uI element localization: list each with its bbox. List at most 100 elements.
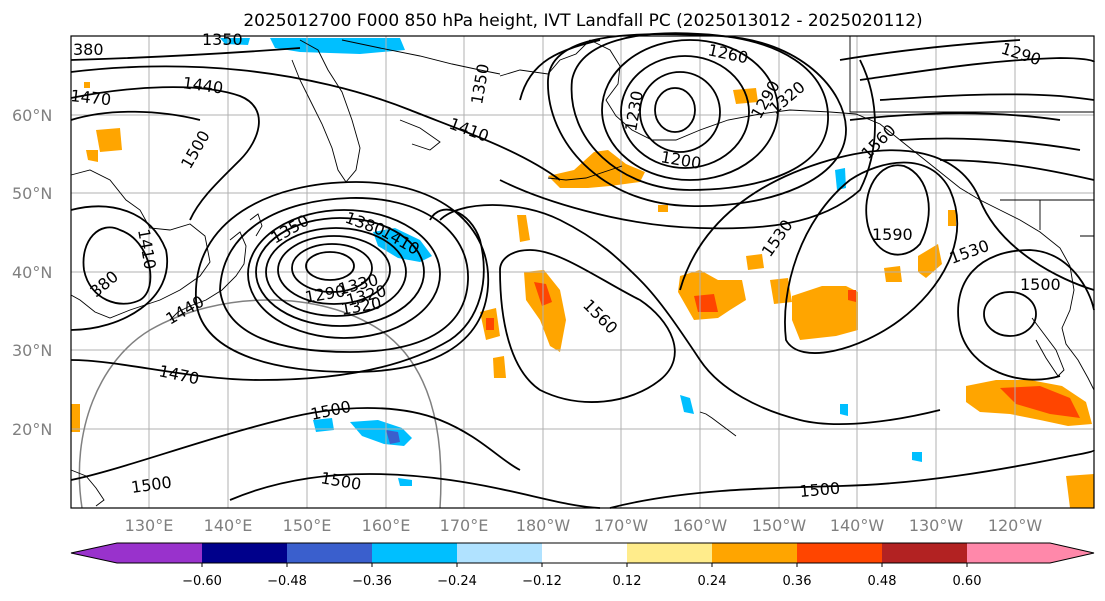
lat-label: 30°N: [12, 341, 52, 360]
lon-label: 140°W: [830, 516, 885, 535]
lon-label: 140°E: [204, 516, 253, 535]
coastline-baja: [1031, 317, 1065, 377]
contour-line: [219, 197, 469, 353]
contour-line: [70, 47, 301, 61]
contour-line: [679, 149, 1095, 291]
coastline-siberia: [341, 39, 501, 151]
contour-line: [70, 208, 485, 381]
colorbar-tick-label: 0.36: [783, 574, 812, 589]
colorbar-tick-label: 0.60: [953, 574, 982, 589]
colorbar-segment: [202, 543, 287, 563]
contour-line: [70, 65, 561, 181]
ivt-positive-region: [1066, 474, 1094, 508]
contour-line: [70, 86, 260, 221]
contour-label: 1470: [70, 86, 112, 109]
ivt-positive-strong: [848, 290, 856, 302]
lon-label: 180°W: [516, 516, 571, 535]
contour-line: [499, 39, 876, 230]
contour-line: [601, 39, 779, 181]
lon-label: 170°E: [440, 516, 489, 535]
lat-label: 20°N: [12, 420, 52, 439]
ivt-positive-region: [71, 404, 80, 432]
ivt-positive-region: [948, 210, 956, 226]
contour-line: [784, 161, 959, 354]
ivt-positive-strong: [694, 294, 718, 312]
contour-label: 1350: [202, 30, 243, 49]
colorbar-tick-label: −0.48: [267, 574, 307, 589]
contour-line: [70, 110, 201, 121]
contour-line: [70, 407, 521, 481]
coastline-north-america: [999, 209, 1095, 391]
coastline-alaska: [499, 39, 1001, 211]
ivt-negative-strong: [386, 430, 400, 444]
colorbar-segment: [627, 543, 712, 563]
colorbar-segment: [287, 543, 372, 563]
ivt-positive-region: [517, 215, 530, 242]
colorbar-tick-label: 0.12: [613, 574, 642, 589]
contour-line: [265, 227, 407, 317]
ivt-positive-region: [792, 286, 858, 340]
contour-line: [305, 251, 355, 281]
ivt-negative-region: [840, 404, 848, 416]
contour-line: [195, 181, 489, 373]
border-us-canada: [849, 36, 1094, 237]
colorbar-segment: [882, 543, 967, 563]
colorbar-segment: [457, 543, 542, 563]
contour-label: 380: [73, 40, 104, 59]
lon-label: 160°E: [362, 516, 411, 535]
contour-line: [277, 235, 391, 305]
contour-line: [70, 205, 169, 331]
ivt-positive-region: [733, 88, 758, 104]
colorbar-segment: [797, 543, 882, 563]
height-contours: [70, 32, 1095, 509]
map-frame: [70, 35, 1095, 509]
ivt-negative-region: [912, 452, 922, 462]
contour-line: [229, 473, 601, 509]
contour-line: [547, 33, 847, 207]
contour-label: 1500: [799, 479, 841, 501]
contour-line: [439, 204, 941, 425]
lon-label: 170°W: [594, 516, 649, 535]
map-title: 2025012700 F000 850 hPa height, IVT Land…: [243, 11, 922, 31]
ivt-negative-region: [398, 478, 412, 486]
colorbar: −0.60 −0.48 −0.36 −0.24 −0.12 0.12 0.24 …: [70, 542, 1095, 589]
contour-line: [839, 39, 1095, 101]
ivt-negative-region: [373, 228, 432, 262]
ivt-positive-region: [524, 270, 566, 352]
colorbar-tick-label: −0.60: [182, 574, 222, 589]
lat-label: 50°N: [12, 184, 52, 203]
contour-line: [255, 217, 425, 327]
lat-label: 40°N: [12, 263, 52, 282]
colorbar-segment: [542, 543, 627, 563]
contour-line: [247, 209, 441, 339]
contour-line: [957, 249, 1095, 381]
lon-label: 150°E: [283, 516, 332, 535]
colorbar-tick-label: −0.36: [352, 574, 392, 589]
colorbar-ticks: −0.60 −0.48 −0.36 −0.24 −0.12 0.12 0.24 …: [182, 563, 981, 589]
colorbar-segment: [967, 543, 1094, 563]
coastline-hawaii: [699, 411, 737, 437]
lon-label: 120°W: [988, 516, 1043, 535]
lon-label: 150°W: [752, 516, 807, 535]
colorbar-outline: [70, 542, 1095, 564]
latitude-labels: 60°N 50°N 40°N 30°N 20°N: [12, 106, 52, 439]
ivt-negative-region: [835, 168, 846, 190]
lon-label: 130°W: [909, 516, 964, 535]
coastline-philippines: [70, 469, 105, 507]
lat-label: 60°N: [12, 106, 52, 125]
colorbar-tick-label: 0.24: [698, 574, 727, 589]
lon-label: 160°W: [673, 516, 728, 535]
ivt-positive-region: [96, 128, 122, 152]
ivt-positive-strong: [1000, 386, 1080, 418]
colorbar-segment: [712, 543, 797, 563]
coastline-asia: [70, 169, 211, 319]
contour-line: [609, 449, 1095, 509]
contour-line: [654, 87, 696, 133]
contour-line: [865, 164, 930, 256]
colorbar-tick-label: −0.24: [437, 574, 477, 589]
contour-line: [639, 71, 721, 153]
contour-line: [849, 112, 1095, 181]
colorbar-tick-label: −0.12: [522, 574, 562, 589]
contour-label: 1500: [1020, 275, 1061, 294]
colorbar-segment: [71, 543, 202, 563]
